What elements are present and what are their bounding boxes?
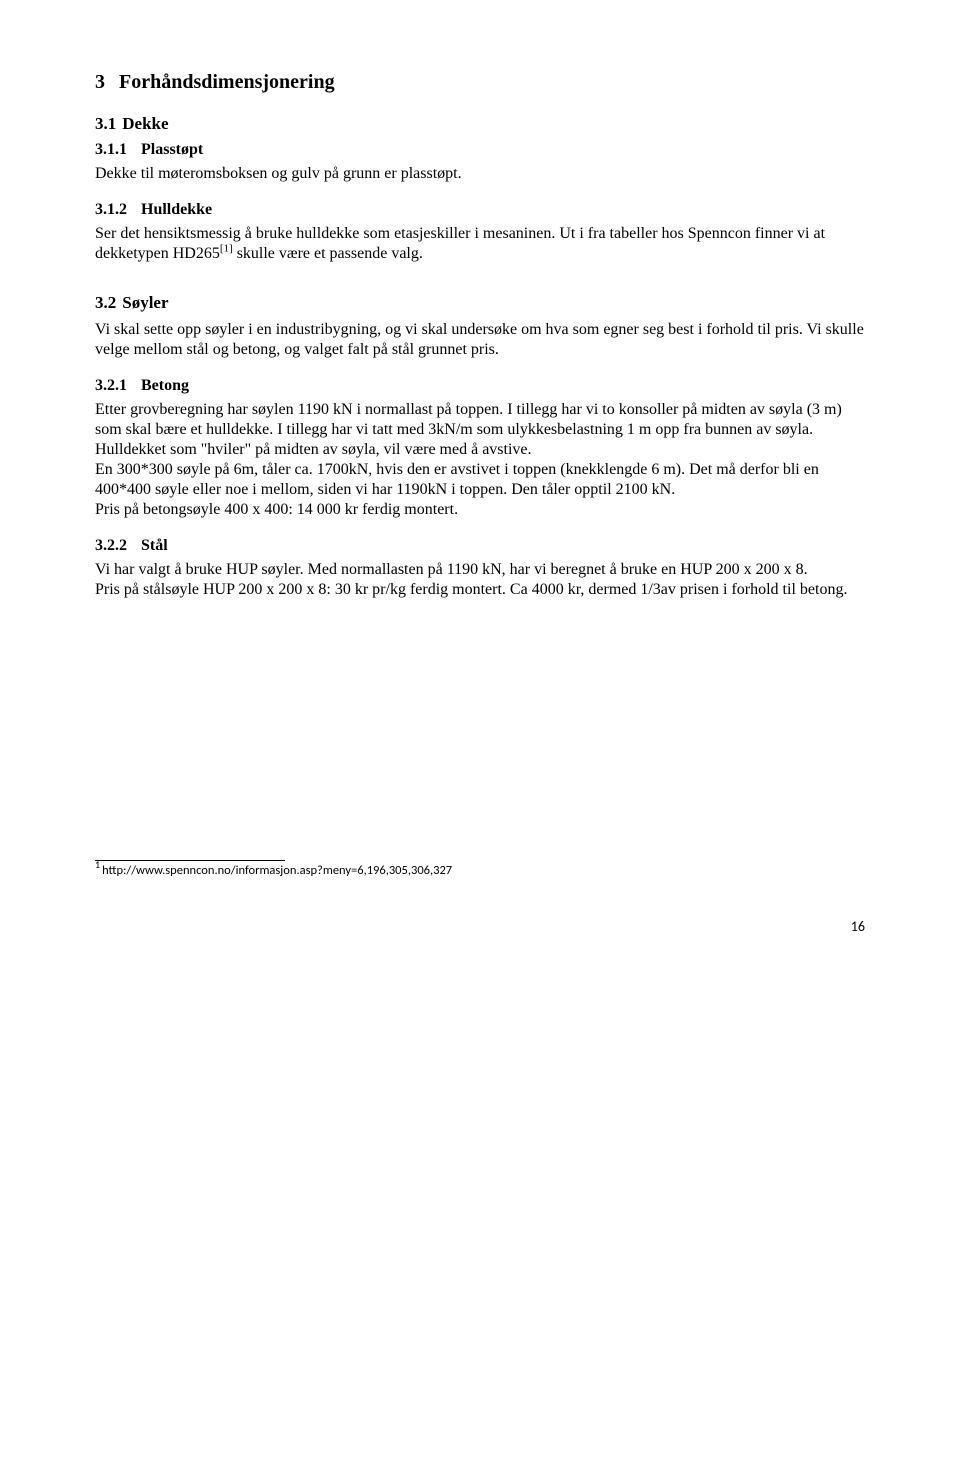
paragraph-text-a: Ser det hensiktsmessig å bruke hulldekke… [95,225,825,262]
heading-3-number: 3.1.2 [95,201,127,218]
heading-2-number: 3.2 [95,293,116,312]
heading-3-stal: 3.2.2 Stål [95,536,865,556]
heading-3-number: 3.2.2 [95,537,127,554]
heading-2-number: 3.1 [95,114,116,133]
paragraph: Pris på stålsøyle HUP 200 x 200 x 8: 30 … [95,580,865,600]
heading-3-betong: 3.2.1 Betong [95,376,865,396]
paragraph: Vi skal sette opp søyler i en industriby… [95,320,865,360]
page-number: 16 [95,918,865,936]
footnote-ref: [1] [220,243,233,255]
heading-3-plasstopt: 3.1.1 Plasstøpt [95,140,865,160]
footnote-text: http://www.spenncon.no/informasjon.asp?m… [102,863,452,878]
heading-2-dekke: 3.1 Dekke [95,113,865,134]
heading-3-title: Hulldekke [141,201,212,218]
paragraph-text-b: skulle være et passende valg. [233,245,423,262]
paragraph: Etter grovberegning har søylen 1190 kN i… [95,400,865,460]
heading-2-soyler: 3.2 Søyler [95,292,865,313]
heading-2-title: Søyler [122,293,168,312]
paragraph: Pris på betongsøyle 400 x 400: 14 000 kr… [95,500,865,520]
heading-1-title: Forhåndsdimensjonering [119,71,335,93]
heading-1-number: 3 [95,71,105,93]
heading-3-number: 3.2.1 [95,377,127,394]
heading-3-title: Stål [141,537,168,554]
heading-2-title: Dekke [122,114,168,133]
footnote-separator [95,860,285,861]
paragraph: Vi har valgt å bruke HUP søyler. Med nor… [95,560,865,580]
heading-3-hulldekke: 3.1.2 Hulldekke [95,200,865,220]
heading-3-title: Betong [141,377,189,394]
heading-1: 3 Forhåndsdimensjonering [95,70,865,95]
paragraph: Ser det hensiktsmessig å bruke hulldekke… [95,224,865,264]
footnote-number: 1 [95,858,100,871]
paragraph: En 300*300 søyle på 6m, tåler ca. 1700kN… [95,460,865,500]
footnote: 1http://www.spenncon.no/informasjon.asp?… [95,863,865,879]
heading-3-number: 3.1.1 [95,141,127,158]
paragraph: Dekke til møteromsboksen og gulv på grun… [95,164,865,184]
heading-3-title: Plasstøpt [141,141,203,158]
